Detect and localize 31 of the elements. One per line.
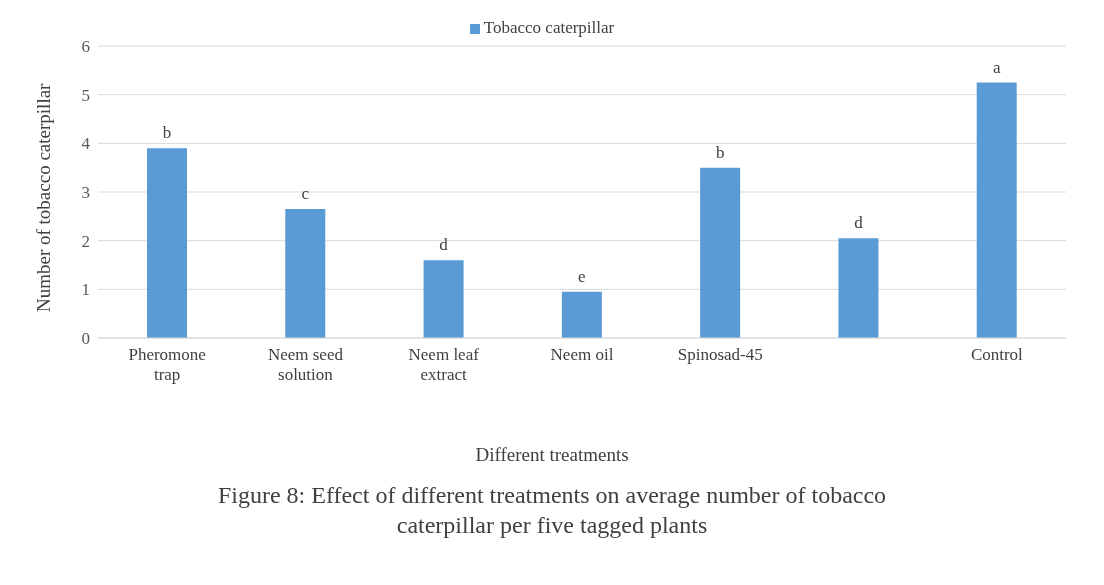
x-tick-label: Control xyxy=(970,345,1024,364)
data-label: d xyxy=(439,235,449,255)
data-label: a xyxy=(992,57,1001,77)
data-label: b xyxy=(162,123,172,143)
x-tick-label: Neem seed solution xyxy=(267,345,344,384)
bar xyxy=(976,82,1017,338)
x-tick-label: Neem oil xyxy=(550,345,614,364)
data-label: e xyxy=(578,266,586,286)
data-label: d xyxy=(854,213,864,233)
bar xyxy=(700,167,741,338)
x-tick-label: Neem leaf extract xyxy=(408,345,480,384)
data-label: b xyxy=(715,142,725,162)
x-tick-label: Spinosad-45 xyxy=(677,345,763,364)
y-tick-label: 3 xyxy=(81,183,90,203)
y-axis-title: Number of tobacco caterpillar xyxy=(32,82,54,312)
text: Figure 8: Effect of different treatments on average number of tobacco caterpillar per five tagged plants xyxy=(216,481,888,540)
y-tick-label: 4 xyxy=(81,134,91,154)
y-tick-label: 6 xyxy=(81,37,90,57)
y-tick-label: 0 xyxy=(81,329,90,349)
x-tick-label: Pheromone trap xyxy=(128,345,206,384)
bar xyxy=(423,260,464,338)
x-axis-title: Different treatments xyxy=(474,444,630,466)
y-tick-label: 1 xyxy=(81,280,90,300)
bar xyxy=(285,209,326,338)
legend-label: Tobacco caterpillar xyxy=(483,18,615,37)
y-tick-label: 5 xyxy=(81,85,90,105)
bar xyxy=(838,238,879,338)
bar xyxy=(561,291,602,338)
bar xyxy=(147,148,187,338)
data-label: c xyxy=(301,184,310,204)
y-tick-label: 2 xyxy=(81,231,90,251)
